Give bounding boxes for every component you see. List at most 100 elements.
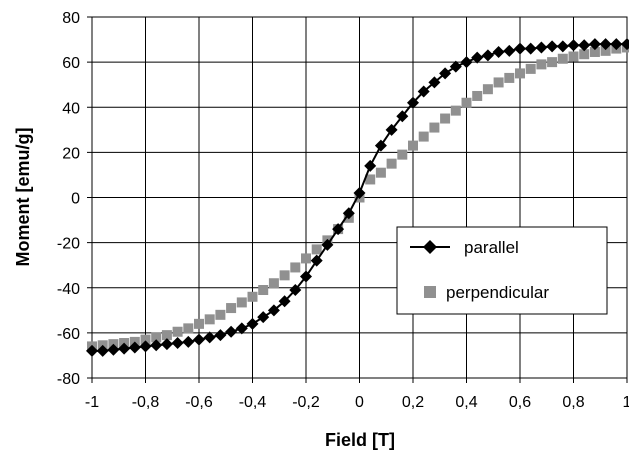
y-tick-label: -40 xyxy=(57,281,80,298)
perpendicular-point xyxy=(226,303,237,314)
parallel-point xyxy=(86,344,98,357)
parallel-point xyxy=(439,67,452,80)
perpendicular-point xyxy=(504,72,515,83)
parallel-point xyxy=(225,325,238,338)
perpendicular-point xyxy=(536,59,547,70)
perpendicular-point xyxy=(375,167,386,178)
perpendicular-point xyxy=(472,90,483,101)
parallel-point xyxy=(407,96,419,109)
parallel-point xyxy=(139,340,152,353)
series-layer xyxy=(86,38,629,357)
parallel-point xyxy=(449,60,462,73)
parallel-point xyxy=(300,270,312,283)
perpendicular-point xyxy=(183,323,194,334)
perpendicular-point xyxy=(568,51,579,62)
series-parallel xyxy=(86,38,629,357)
y-tick-label: -20 xyxy=(57,236,80,253)
parallel-point xyxy=(235,322,248,335)
parallel-point xyxy=(289,284,302,297)
parallel-point xyxy=(246,317,259,330)
perpendicular-point xyxy=(482,84,493,95)
parallel-point xyxy=(171,337,184,350)
parallel-point xyxy=(214,329,227,342)
parallel-point xyxy=(150,339,163,352)
x-tick-label: -0,8 xyxy=(132,394,160,411)
y-tick-label: 40 xyxy=(62,100,80,117)
x-tick-label: 0,8 xyxy=(562,394,584,411)
perpendicular-point xyxy=(579,49,590,60)
x-tick-label: -0,6 xyxy=(185,394,213,411)
perpendicular-point xyxy=(161,330,172,341)
parallel-point xyxy=(321,238,334,251)
parallel-point xyxy=(621,38,629,51)
y-tick-label: 60 xyxy=(62,55,80,72)
parallel-point xyxy=(107,343,120,356)
legend-parallel-marker xyxy=(423,240,437,254)
perpendicular-point xyxy=(450,105,461,116)
parallel-point xyxy=(96,344,109,357)
parallel-point xyxy=(278,295,291,308)
perpendicular-point xyxy=(268,278,279,289)
parallel-point xyxy=(417,85,430,98)
y-tick-label: -60 xyxy=(57,326,80,343)
x-tick-label: -1 xyxy=(85,394,99,411)
parallel-point xyxy=(556,40,569,53)
perpendicular-point xyxy=(151,332,162,343)
x-tick-label: -0,2 xyxy=(292,394,320,411)
perpendicular-point xyxy=(279,270,290,281)
perpendicular-point xyxy=(140,334,151,345)
perpendicular-point xyxy=(386,158,397,169)
parallel-point xyxy=(599,38,612,51)
perpendicular-point xyxy=(493,77,504,88)
parallel-point xyxy=(257,311,270,324)
perpendicular-point xyxy=(557,53,568,64)
perpendicular-point xyxy=(408,140,418,151)
x-tick-label: -0,4 xyxy=(239,394,267,411)
parallel-point xyxy=(118,342,131,355)
parallel-point xyxy=(610,38,623,51)
y-tick-label: 0 xyxy=(71,191,80,208)
perpendicular-point xyxy=(204,314,215,325)
perpendicular-point xyxy=(258,285,269,296)
parallel-point xyxy=(342,207,355,220)
perpendicular-point xyxy=(215,309,226,320)
legend-perpendicular-marker xyxy=(424,286,436,298)
perpendicular-point xyxy=(525,63,536,74)
x-tick-label: 0,6 xyxy=(509,394,531,411)
parallel-point xyxy=(524,42,537,55)
parallel-point xyxy=(364,159,377,172)
legend-perpendicular-label: perpendicular xyxy=(446,283,549,302)
parallel-point xyxy=(182,335,195,348)
perpendicular-point xyxy=(311,244,322,255)
perpendicular-point xyxy=(172,326,183,337)
legend-box xyxy=(396,226,608,315)
x-axis: -1 -0,8 -0,6 -0,4 -0,2 0 0,2 0,4 0,6 0,8 1 xyxy=(85,378,629,411)
perpendicular-point xyxy=(589,46,600,57)
y-tick-label: 80 xyxy=(62,10,80,27)
parallel-point xyxy=(128,341,141,354)
parallel-point xyxy=(492,45,505,58)
perpendicular-point xyxy=(418,131,429,142)
parallel-point xyxy=(374,139,387,152)
x-tick-label: 0,4 xyxy=(455,394,477,411)
perpendicular-point xyxy=(515,68,525,79)
parallel-point xyxy=(503,44,516,57)
parallel-point xyxy=(567,39,580,52)
perpendicular-point xyxy=(461,97,472,108)
x-axis-title: Field [T] xyxy=(325,430,395,450)
x-tick-label: 0 xyxy=(355,394,364,411)
perpendicular-point xyxy=(236,297,247,308)
x-tick-label: 0,2 xyxy=(402,394,424,411)
parallel-point xyxy=(396,110,409,123)
parallel-point xyxy=(353,186,366,199)
parallel-point xyxy=(546,40,559,53)
perpendicular-point xyxy=(397,149,408,160)
parallel-point xyxy=(203,331,216,344)
perpendicular-point xyxy=(365,174,376,185)
perpendicular-point xyxy=(194,318,204,329)
y-tick-label: -80 xyxy=(57,371,80,388)
parallel-point xyxy=(471,51,484,64)
parallel-point xyxy=(267,304,280,317)
perpendicular-point xyxy=(547,57,558,68)
parallel-point xyxy=(428,76,441,89)
